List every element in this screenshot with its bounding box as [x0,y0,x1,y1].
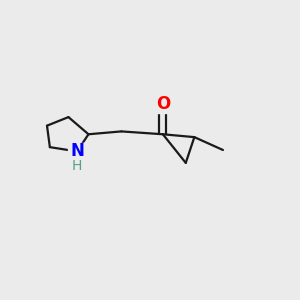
Text: O: O [156,95,170,113]
Text: H: H [72,159,82,173]
Text: N: N [70,142,84,160]
Bar [68,143,86,160]
Bar [154,96,172,113]
